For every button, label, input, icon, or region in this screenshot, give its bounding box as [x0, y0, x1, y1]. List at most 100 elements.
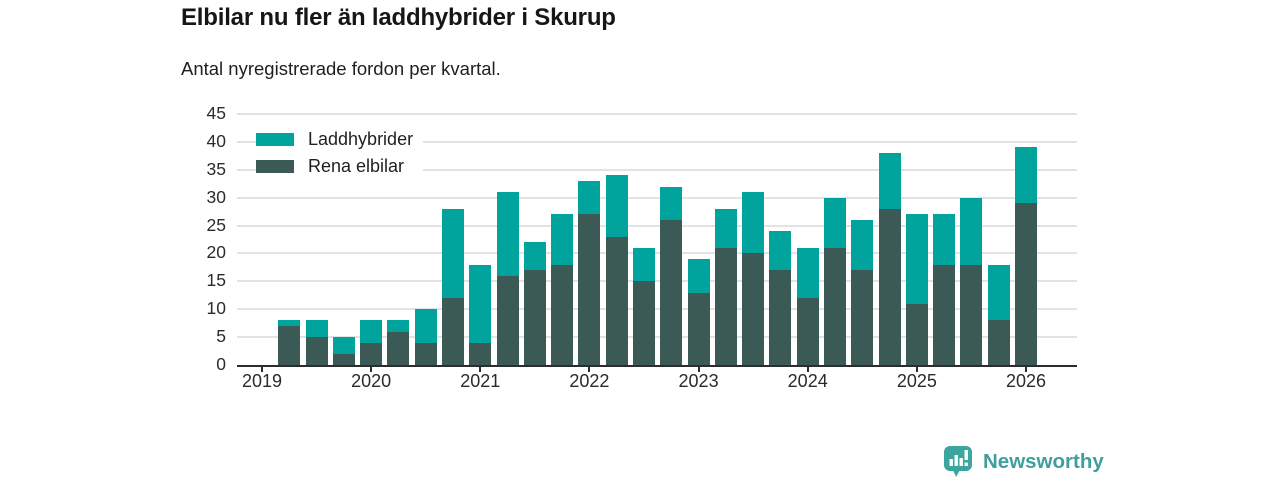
y-axis-label-10: 10	[206, 298, 226, 319]
y-axis-label-40: 40	[206, 130, 226, 151]
legend-swatch-rena-elbilar	[256, 160, 294, 173]
chart-title: Elbilar nu fler än laddhybrider i Skurup	[181, 4, 616, 31]
newsworthy-logo: Newsworthy	[943, 445, 1104, 478]
x-axis-tick-2019	[261, 365, 263, 372]
x-axis-label-2021: 2021	[460, 371, 501, 391]
legend-label-laddhybrider: Laddhybrider	[308, 129, 414, 149]
x-axis-label-2020: 2020	[351, 371, 392, 391]
bar-2025-q4-laddhybrider	[987, 264, 1010, 321]
bar-2022-q3-laddhybrider	[633, 247, 655, 282]
bar-2023-q4-rena-elbilar	[769, 270, 792, 365]
y-axis-label-20: 20	[206, 242, 226, 263]
bar-2026-q1-laddhybrider	[1015, 147, 1037, 204]
chart-legend: Laddhybrider Rena elbilar	[256, 129, 424, 186]
bar-2025-q1-laddhybrider	[905, 214, 928, 304]
gridline-15	[237, 280, 1077, 283]
bar-2021-q1-laddhybrider	[469, 264, 492, 343]
x-axis-label-2025: 2025	[896, 371, 937, 391]
x-axis-label-2024: 2024	[787, 371, 828, 391]
x-axis-tick-2023	[697, 365, 700, 372]
x-axis-line	[237, 365, 1077, 367]
gridline-30	[237, 196, 1077, 199]
bar-2025-q3-rena-elbilar	[960, 264, 983, 365]
bar-2020-q3-rena-elbilar	[414, 342, 437, 365]
legend-item-rena-elbilar: Rena elbilar	[256, 156, 424, 176]
y-axis-label-45: 45	[206, 103, 226, 123]
bar-2026-q1-rena-elbilar	[1015, 203, 1037, 365]
gridline-40	[237, 140, 1077, 143]
legend-item-laddhybrider: Laddhybrider	[256, 129, 424, 149]
bar-2022-q3-rena-elbilar	[633, 281, 655, 365]
bar-2024-q4-rena-elbilar	[878, 208, 901, 365]
bar-2023-q1-laddhybrider	[687, 259, 710, 293]
gridline-5	[237, 336, 1077, 339]
bar-2021-q2-laddhybrider	[496, 192, 519, 276]
y-axis-label-5: 5	[216, 326, 226, 347]
bar-2023-q2-laddhybrider	[714, 208, 737, 248]
bar-2020-q1-laddhybrider	[360, 320, 383, 343]
gridline-25	[237, 224, 1077, 227]
bar-2020-q4-rena-elbilar	[442, 298, 464, 365]
gridline-10	[237, 308, 1077, 311]
bar-2023-q1-rena-elbilar	[687, 292, 710, 365]
bar-2023-q4-laddhybrider	[769, 231, 792, 271]
bar-2025-q2-rena-elbilar	[933, 264, 956, 365]
bar-2025-q4-rena-elbilar	[987, 320, 1010, 365]
bar-2024-q4-laddhybrider	[878, 153, 901, 209]
x-axis-tick-2024	[806, 365, 809, 372]
newsworthy-wordmark: Newsworthy	[983, 449, 1104, 473]
y-axis-label-0: 0	[216, 354, 226, 374]
bar-2021-q4-laddhybrider	[551, 214, 574, 265]
x-axis-label-2026: 2026	[1005, 371, 1047, 391]
chart-subtitle: Antal nyregistrerade fordon per kvartal.	[181, 58, 501, 79]
x-axis-tick-2021	[479, 365, 482, 372]
bar-2022-q2-laddhybrider	[605, 175, 628, 237]
bar-2022-q1-laddhybrider	[578, 180, 601, 215]
bar-2022-q1-rena-elbilar	[578, 214, 601, 365]
bar-2022-q4-rena-elbilar	[660, 220, 683, 365]
x-axis-tick-2025	[915, 365, 918, 372]
bar-2021-q1-rena-elbilar	[469, 342, 492, 365]
y-axis-label-30: 30	[206, 186, 226, 207]
bar-2022-q4-laddhybrider	[660, 186, 683, 220]
gridline-20	[237, 252, 1077, 255]
x-axis-tick-2022	[588, 365, 591, 372]
x-axis-label-2019: 2019	[241, 371, 283, 391]
y-axis-label-35: 35	[206, 158, 226, 179]
bar-2021-q2-rena-elbilar	[496, 275, 519, 365]
legend-swatch-laddhybrider	[256, 133, 294, 146]
gridline-45	[237, 113, 1077, 115]
plot-area: Laddhybrider Rena elbilar	[237, 113, 1077, 372]
bar-2019-q4-laddhybrider	[332, 337, 355, 354]
bar-2020-q2-laddhybrider	[387, 320, 410, 332]
bar-2020-q1-rena-elbilar	[360, 342, 383, 365]
bar-2023-q2-rena-elbilar	[714, 247, 737, 365]
newsworthy-icon	[944, 446, 972, 477]
bar-2019-q4-rena-elbilar	[332, 353, 355, 365]
x-axis-tick-2020	[370, 365, 373, 372]
bar-2025-q3-laddhybrider	[960, 197, 983, 265]
bar-2019-q2-rena-elbilar	[278, 326, 301, 365]
bar-2022-q2-rena-elbilar	[605, 236, 628, 365]
x-axis-label-2022: 2022	[569, 371, 610, 391]
bar-2019-q3-rena-elbilar	[305, 337, 328, 365]
bar-2024-q1-laddhybrider	[796, 247, 819, 299]
bar-2024-q1-rena-elbilar	[796, 298, 819, 365]
bar-2020-q4-laddhybrider	[442, 208, 464, 299]
bar-2020-q2-rena-elbilar	[387, 331, 410, 365]
y-axis-label-25: 25	[206, 214, 226, 235]
bar-2025-q2-laddhybrider	[933, 214, 956, 265]
x-axis-tick-2026	[1025, 365, 1027, 372]
bar-2019-q3-laddhybrider	[305, 320, 328, 338]
bar-2021-q3-laddhybrider	[523, 242, 546, 271]
bar-2024-q2-rena-elbilar	[824, 247, 846, 365]
bar-2021-q4-rena-elbilar	[551, 264, 574, 365]
bar-2025-q1-rena-elbilar	[905, 303, 928, 365]
bar-2020-q3-laddhybrider	[414, 309, 437, 343]
gridline-35	[237, 168, 1077, 171]
bar-2023-q3-laddhybrider	[742, 192, 765, 254]
y-axis-label-15: 15	[206, 270, 226, 291]
bar-2024-q2-laddhybrider	[824, 197, 846, 248]
legend-label-rena-elbilar: Rena elbilar	[308, 156, 405, 176]
